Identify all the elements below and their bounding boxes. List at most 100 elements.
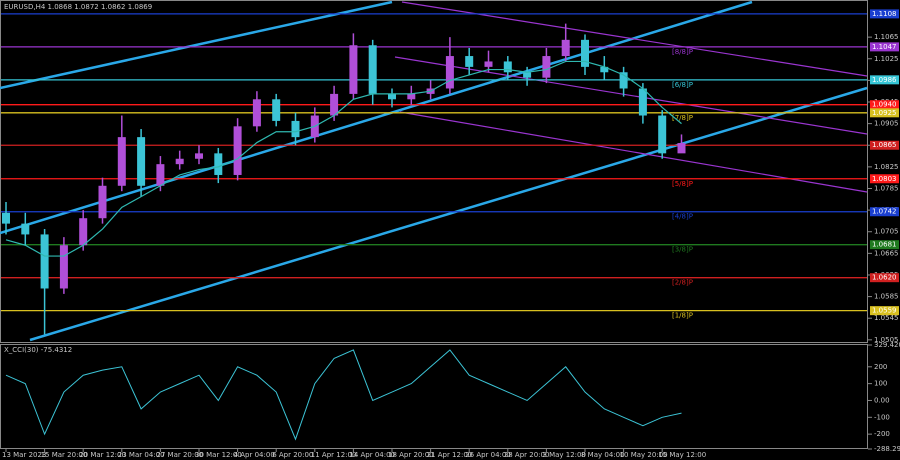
candle-body <box>117 137 126 186</box>
chart-title: EURUSD,H4 1.0868 1.0872 1.0862 1.0869 <box>4 3 152 11</box>
x-tick-label: 30 Mar 12:00 <box>195 451 242 459</box>
level-label: 1.0925 <box>872 109 897 117</box>
candle-body <box>542 56 551 78</box>
x-tick-label: 8 May 04:00 <box>581 451 625 459</box>
candle-body <box>272 99 281 121</box>
x-tick-label: 15 Mar 20:00 <box>41 451 88 459</box>
level-tag <box>870 240 899 250</box>
channels <box>0 0 868 342</box>
trend-line <box>0 0 393 90</box>
level-tag <box>870 273 899 283</box>
y-tick-label: 200 <box>874 363 887 371</box>
x-tick-label: 28 Apr 20:00 <box>504 451 550 459</box>
level-label: 1.0986 <box>872 76 897 84</box>
x-tick-label: 13 Mar 2023 <box>2 451 46 459</box>
level-label: 1.0559 <box>872 307 897 315</box>
candle-body <box>638 88 647 116</box>
candle-body <box>600 66 609 73</box>
x-tick-label: 3 May 12:00 <box>542 451 586 459</box>
murray-label: [6/8]P <box>672 81 693 89</box>
trend-line <box>29 86 868 342</box>
candle-body <box>581 39 589 67</box>
candle-body <box>195 153 203 159</box>
level-label: 1.0803 <box>872 175 897 183</box>
murray-label: [7/8]P <box>672 114 693 122</box>
candle-body <box>677 143 686 154</box>
candle-body <box>252 99 261 127</box>
x-tick-label: 27 Mar 20:00 <box>156 451 203 459</box>
candle-body <box>619 72 628 89</box>
candle-body <box>40 234 49 289</box>
y-tick-label: 1.0705 <box>874 228 899 236</box>
candle-body <box>330 93 339 116</box>
x-tick-label: 18 Apr 20:00 <box>388 451 434 459</box>
y-tick-label: 1.0665 <box>874 249 899 257</box>
murray-label: [2/8]P <box>672 279 693 287</box>
candle-body <box>214 153 223 175</box>
trend-line <box>394 56 868 135</box>
level-label: 1.0681 <box>872 241 897 249</box>
y-tick-label: 1.0505 <box>874 336 899 344</box>
y-tick-label: 329.4203 <box>874 341 900 349</box>
y-tick-label: 0.00 <box>874 396 890 404</box>
y-tick-label: 1.1025 <box>874 55 899 63</box>
candle-body <box>561 39 570 57</box>
candle-body <box>368 45 377 94</box>
price-panel <box>0 0 868 343</box>
candle-body <box>137 137 146 186</box>
level-label: 1.0940 <box>872 101 897 109</box>
x-tick-label: 23 Mar 04:00 <box>118 451 165 459</box>
murray-label: [4/8]P <box>672 213 693 221</box>
level-label: 1.0620 <box>872 274 897 282</box>
y-tick-label: -100 <box>874 413 890 421</box>
candle-body <box>658 115 667 154</box>
level-tag <box>870 75 899 85</box>
level-label: 1.1047 <box>872 43 897 51</box>
candle-body <box>291 120 300 138</box>
x-tick-label: 14 Apr 04:00 <box>349 451 395 459</box>
indicator-title: X_CCI(30) -75.4312 <box>4 346 72 354</box>
x-tick-label: 15 May 12:00 <box>658 451 706 459</box>
level-tag <box>870 9 899 19</box>
level-label: 1.0742 <box>872 208 897 216</box>
candle-body <box>503 61 512 73</box>
candle-body <box>465 56 474 67</box>
y-tick-label: -200 <box>874 430 890 438</box>
x-tick-label: 20 Mar 12:00 <box>79 451 126 459</box>
candle-body <box>98 185 107 219</box>
y-tick-label: 1.0545 <box>874 314 899 322</box>
trend-line <box>0 0 753 235</box>
level-tag <box>870 42 899 52</box>
level-tag <box>870 100 899 110</box>
x-tick-label: 26 Apr 04:00 <box>465 451 511 459</box>
x-tick-label: 21 Apr 12:00 <box>427 451 473 459</box>
level-label: 1.0865 <box>872 141 897 149</box>
candle-body <box>156 164 165 186</box>
y-tick-label: 1.0585 <box>874 293 899 301</box>
candle-body <box>21 223 30 235</box>
candle-body <box>175 158 184 165</box>
level-tag <box>870 306 899 316</box>
x-tick-label: 10 May 20:00 <box>620 451 668 459</box>
candle-body <box>445 56 454 89</box>
cci-line <box>5 349 682 441</box>
candle-body <box>484 61 493 67</box>
level-tag <box>870 207 899 217</box>
murray-label: [5/8]P <box>672 180 693 188</box>
candle-body <box>349 45 358 94</box>
murray-label: [3/8]P <box>672 246 693 254</box>
cci-panel <box>0 344 868 449</box>
y-tick-label: 1.1065 <box>874 33 899 41</box>
level-label: 1.1108 <box>872 10 897 18</box>
murray-label: [1/8]P <box>672 312 693 320</box>
murray-label: [8/8]P <box>672 48 693 56</box>
y-tick-label: 1.0825 <box>874 163 899 171</box>
x-tick-label: 6 Apr 20:00 <box>272 451 313 459</box>
level-tag <box>870 108 899 118</box>
y-tick-label: 1.0905 <box>874 120 899 128</box>
candle-body <box>388 93 396 100</box>
y-tick-label: -288.2958 <box>874 445 900 453</box>
candle-body <box>233 126 242 175</box>
level-tag <box>870 174 899 184</box>
